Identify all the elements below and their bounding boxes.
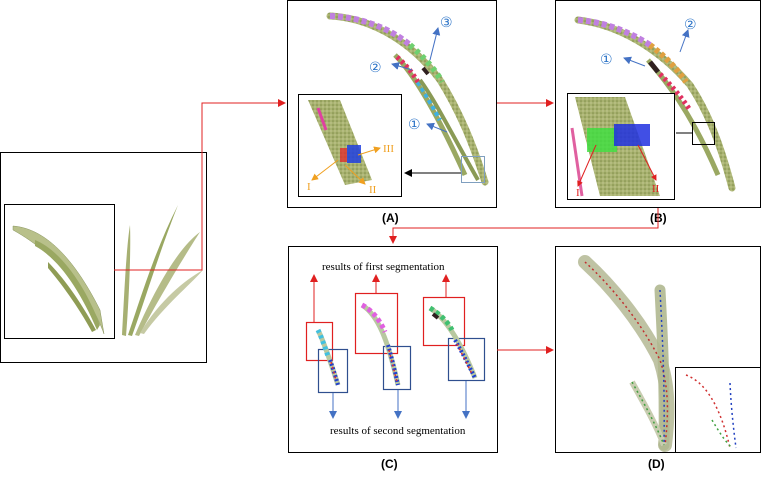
panel-a: I II III ③ ② ① (A)	[287, 0, 497, 225]
second-seg-box	[382, 345, 412, 391]
inset-red-segment	[340, 148, 347, 162]
arrow-one-b	[623, 56, 646, 67]
zoom-region-box	[4, 204, 115, 339]
marker-one-b: ①	[600, 52, 613, 68]
zoom-box-a	[461, 156, 485, 183]
arrow-iii	[357, 146, 381, 156]
segment-colored	[395, 55, 421, 84]
label-roman-i-b: I	[576, 187, 580, 199]
arrow-three	[429, 27, 441, 61]
marker-one: ①	[408, 117, 421, 133]
leaf-shape	[35, 240, 100, 330]
segment-colored	[330, 361, 337, 381]
skeleton-blue	[729, 382, 737, 449]
first-segmentation-note: results of first segmentation	[322, 261, 445, 273]
segment-colored	[360, 302, 388, 334]
leaf-shape	[140, 270, 203, 334]
inset-leaf	[575, 97, 660, 196]
leaf-point-cloud	[428, 305, 478, 379]
marker-three: ③	[440, 15, 453, 31]
segment-colored	[408, 42, 445, 84]
original-plant-panel	[0, 99, 286, 363]
zoom-box-b	[692, 122, 715, 145]
arrow-ii-b	[637, 144, 657, 181]
panel-c: results of first segmentation results of…	[288, 246, 498, 471]
leaf-tip-mark	[421, 66, 430, 76]
arrow-i-b	[577, 144, 597, 187]
leaf-shape	[122, 225, 131, 336]
second-seg-box	[447, 337, 486, 382]
arrow-i	[311, 159, 339, 181]
leaf-tip-mark	[431, 312, 440, 320]
label-roman-ii: II	[369, 184, 377, 196]
segment-colored	[456, 343, 473, 375]
arrow-two	[391, 62, 413, 71]
inset-blue-segment	[614, 124, 650, 146]
segment-colored	[428, 305, 455, 332]
leaf-point-cloud	[574, 16, 736, 192]
label-roman-iii: III	[383, 143, 394, 155]
second-seg-box	[317, 348, 349, 394]
segment-colored	[388, 349, 398, 383]
marker-two-b: ②	[684, 17, 697, 33]
leaf-point-cloud	[418, 78, 480, 181]
label-roman-ii-b: II	[652, 183, 660, 195]
panel-label-a: (A)	[382, 211, 399, 225]
leaf-tip-mark	[648, 60, 660, 74]
flow-arrow-to-a	[114, 99, 286, 271]
label-roman-i: I	[307, 181, 311, 193]
panel-b: I II ② ① (B)	[555, 0, 761, 225]
leaf-point-cloud	[629, 380, 667, 447]
segment-colored	[658, 72, 693, 112]
segment-colored	[315, 328, 331, 357]
leaf-point-cloud	[360, 302, 401, 386]
panel-label-c: (C)	[381, 457, 398, 471]
segment-colored	[453, 338, 477, 379]
inset-d	[675, 367, 761, 453]
panel-label-d: (D)	[648, 457, 665, 471]
first-seg-box	[354, 292, 399, 355]
inset-green-segment	[587, 128, 617, 152]
inset-blue-segment	[347, 145, 361, 163]
skeleton-red	[584, 261, 669, 446]
first-seg-box	[305, 321, 334, 362]
arrow-one	[426, 122, 448, 133]
panel-d: (D)	[555, 246, 761, 471]
leaf-point-cloud	[654, 284, 670, 451]
first-seg-box	[422, 296, 466, 347]
flow-arrow-to-c	[389, 208, 659, 244]
skeleton-green	[711, 419, 733, 449]
marker-two: ②	[369, 60, 382, 76]
skeleton-red	[685, 374, 731, 449]
leaf-shape	[135, 232, 200, 336]
second-segmentation-note: results of second segmentation	[330, 425, 466, 437]
segment-colored	[415, 80, 443, 122]
arrow-two-b	[679, 29, 690, 53]
arrow-ii	[344, 164, 366, 185]
inset-segment	[316, 107, 328, 131]
leaf-shape	[48, 262, 96, 332]
segment-colored	[329, 13, 412, 48]
